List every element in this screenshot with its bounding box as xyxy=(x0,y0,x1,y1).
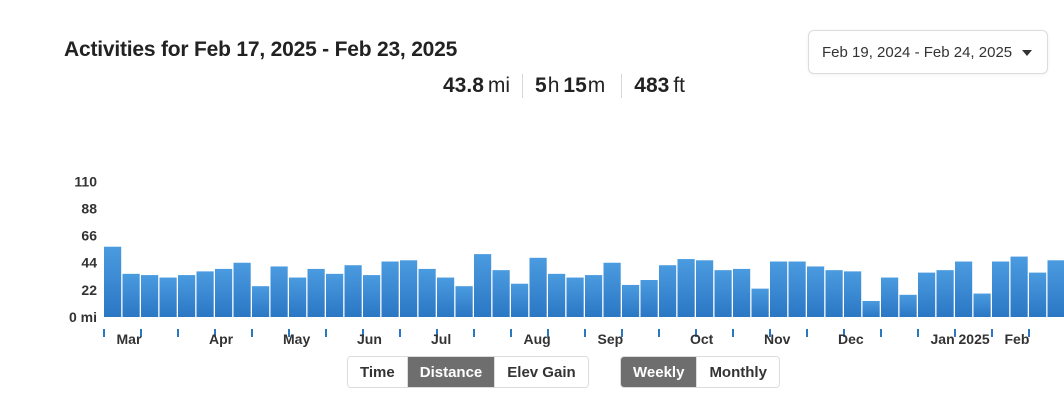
date-range-select[interactable]: Feb 19, 2024 - Feb 24, 2025 xyxy=(808,30,1048,74)
chevron-down-icon xyxy=(1022,50,1032,56)
week-bar[interactable] xyxy=(788,261,806,317)
week-bar[interactable] xyxy=(770,261,788,317)
elevation-unit: ft xyxy=(673,74,685,97)
week-bar[interactable] xyxy=(178,275,196,317)
time-stat: 5 h 15 m xyxy=(522,74,621,98)
week-bar[interactable] xyxy=(344,265,362,317)
metric-time-button[interactable]: Time xyxy=(348,357,407,387)
week-bar[interactable] xyxy=(474,254,492,317)
week-bar[interactable] xyxy=(603,262,621,317)
week-bar[interactable] xyxy=(918,272,936,317)
y-tick-label: 88 xyxy=(81,200,97,216)
week-bar[interactable] xyxy=(326,273,344,317)
week-bar[interactable] xyxy=(418,268,436,317)
x-month-label: Jun xyxy=(357,331,382,347)
time-minutes: 15 xyxy=(563,74,587,97)
date-range-value: Feb 19, 2024 - Feb 24, 2025 xyxy=(822,43,1013,61)
week-bar[interactable] xyxy=(973,293,991,317)
x-month-label: Aug xyxy=(524,331,551,347)
week-bar[interactable] xyxy=(270,266,288,317)
x-month-label: Jul xyxy=(431,331,451,347)
week-bar[interactable] xyxy=(381,261,399,317)
week-bar[interactable] xyxy=(714,270,732,317)
week-bar[interactable] xyxy=(252,286,270,317)
week-bar[interactable] xyxy=(696,260,714,317)
week-bar[interactable] xyxy=(640,280,658,317)
week-bar[interactable] xyxy=(677,259,695,317)
week-bar[interactable] xyxy=(307,268,325,317)
week-bar[interactable] xyxy=(159,277,177,317)
week-bar[interactable] xyxy=(1047,260,1064,317)
week-bar[interactable] xyxy=(899,294,917,317)
summary-stats: 43.8 mi 5 h 15 m 483 ft xyxy=(0,74,1064,98)
x-month-label: Apr xyxy=(209,331,234,347)
week-bar[interactable] xyxy=(659,265,677,317)
x-month-label: Dec xyxy=(838,331,864,347)
metric-elev-gain-button[interactable]: Elev Gain xyxy=(494,357,588,387)
y-tick-label: 66 xyxy=(81,228,97,244)
week-bar[interactable] xyxy=(751,288,769,317)
week-bar[interactable] xyxy=(511,283,529,317)
week-bar[interactable] xyxy=(233,262,251,317)
week-bar[interactable] xyxy=(289,277,307,317)
week-bar[interactable] xyxy=(492,270,510,317)
time-hours-unit: h xyxy=(547,74,560,97)
x-month-label: Oct xyxy=(690,331,714,347)
metric-distance-button[interactable]: Distance xyxy=(406,357,495,387)
period-weekly-button[interactable]: Weekly xyxy=(621,357,697,387)
week-bar[interactable] xyxy=(881,277,899,317)
x-month-label: Nov xyxy=(764,331,791,347)
elevation-stat: 483 ft xyxy=(621,74,697,98)
week-bar[interactable] xyxy=(992,261,1010,317)
week-bar[interactable] xyxy=(955,261,973,317)
x-month-label: Sep xyxy=(598,331,624,347)
week-bar[interactable] xyxy=(1029,272,1047,317)
elevation-value: 483 xyxy=(634,74,670,97)
time-hours: 5 xyxy=(535,74,547,97)
week-bar[interactable] xyxy=(1010,256,1028,317)
week-bar[interactable] xyxy=(807,266,825,317)
distance-unit: mi xyxy=(487,74,511,97)
distance-value: 43.8 xyxy=(443,74,484,97)
time-minutes-unit: m xyxy=(587,74,606,97)
week-bar[interactable] xyxy=(566,277,584,317)
metric-toggle: Time Distance Elev Gain xyxy=(347,356,589,388)
week-bar[interactable] xyxy=(363,275,381,317)
week-bar[interactable] xyxy=(141,275,159,317)
y-tick-label: 22 xyxy=(81,282,97,298)
y-tick-label: 0 mi xyxy=(69,309,97,325)
x-month-label: May xyxy=(283,331,310,347)
week-bar[interactable] xyxy=(529,257,547,317)
week-bar[interactable] xyxy=(585,275,603,317)
distance-stat: 43.8 mi xyxy=(431,74,522,98)
period-toggle: Weekly Monthly xyxy=(620,356,780,388)
x-month-label: Mar xyxy=(117,331,142,347)
y-tick-label: 44 xyxy=(81,255,97,271)
x-month-label: Feb xyxy=(1005,331,1030,347)
week-bar[interactable] xyxy=(122,273,140,317)
week-bar[interactable] xyxy=(400,260,418,317)
week-bar[interactable] xyxy=(936,270,954,317)
x-month-label: Jan 2025 xyxy=(931,331,990,347)
week-bar[interactable] xyxy=(104,246,122,317)
week-bar[interactable] xyxy=(622,284,640,317)
week-bar[interactable] xyxy=(437,277,455,317)
y-tick-label: 110 xyxy=(74,173,97,189)
week-bar[interactable] xyxy=(548,273,566,317)
week-bar[interactable] xyxy=(455,286,473,317)
week-bar[interactable] xyxy=(196,271,214,317)
week-bar[interactable] xyxy=(733,268,751,317)
week-bar[interactable] xyxy=(825,270,843,317)
week-bar[interactable] xyxy=(215,268,233,317)
week-bar[interactable] xyxy=(844,271,862,317)
page-title: Activities for Feb 17, 2025 - Feb 23, 20… xyxy=(64,38,458,61)
week-bar[interactable] xyxy=(862,300,880,317)
period-monthly-button[interactable]: Monthly xyxy=(696,357,779,387)
